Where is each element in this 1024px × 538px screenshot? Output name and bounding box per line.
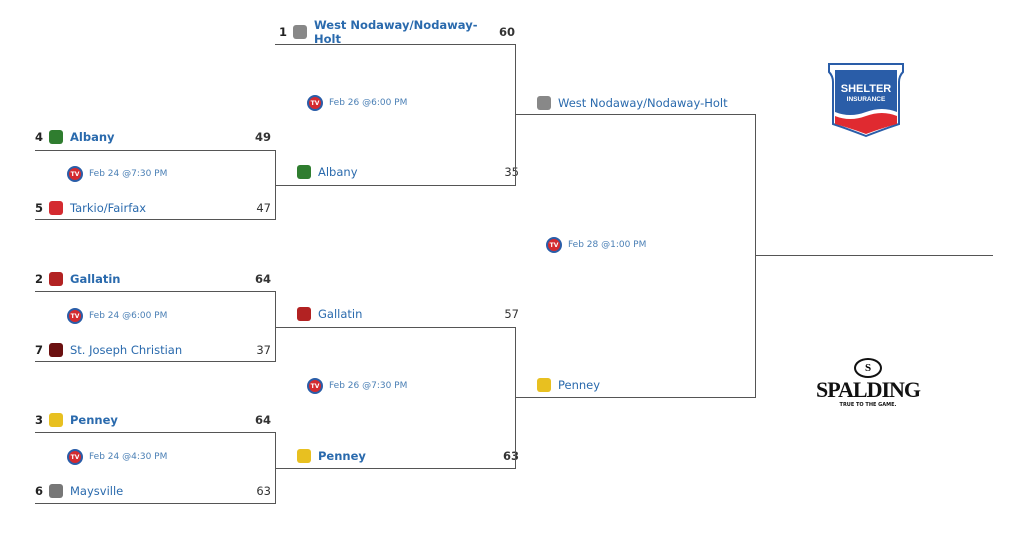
bracket-line [35,432,275,433]
team-row[interactable]: 6 Maysville 63 [35,482,271,500]
bracket-line [275,291,276,362]
seed: 1 [279,25,288,39]
team-row[interactable]: Gallatin 57 [283,305,519,323]
bracket-line [275,468,515,469]
score: 47 [256,201,271,215]
bracket-line [515,114,755,115]
team-logo-icon [293,25,307,39]
bracket-line [35,291,275,292]
team-logo-icon [297,449,311,463]
shelter-insurance-logo: SHELTER INSURANCE [827,62,905,138]
team-logo-icon [49,130,63,144]
bracket-line [515,44,516,186]
team-logo-icon [49,413,63,427]
bracket-line [275,185,515,186]
team-name-link[interactable]: West Nodaway/Nodaway-Holt [314,18,478,46]
team-row[interactable]: Albany 35 [283,163,519,181]
team-name-link[interactable]: Penney [70,413,118,427]
team-row[interactable]: 1 West Nodaway/Nodaway-Holt 60 [279,18,515,46]
game-date[interactable]: TV Feb 24 @6:00 PM [67,308,167,324]
game-date-text: Feb 24 @7:30 PM [89,169,168,179]
game-date-text: Feb 24 @4:30 PM [89,452,168,462]
game-date[interactable]: TV Feb 26 @6:00 PM [307,95,407,111]
team-logo-icon [49,201,63,215]
seed: 4 [35,130,44,144]
team-name-link[interactable]: Penney [558,378,601,392]
bracket-line [35,361,275,362]
team-name-link[interactable]: Albany [70,130,115,144]
game-date-text: Feb 28 @1:00 PM [568,240,647,250]
bracket-line [755,255,993,256]
game-date-text: Feb 26 @6:00 PM [329,98,408,108]
team-row[interactable]: 5 Tarkio/Fairfax 47 [35,199,271,217]
score: 64 [254,413,271,427]
team-row[interactable]: 4 Albany 49 [35,128,271,146]
team-name-link[interactable]: Gallatin [318,307,363,321]
bracket-line [35,219,275,220]
score: 49 [254,130,271,144]
tv-network-icon: TV [67,308,83,324]
team-name-link[interactable]: West Nodaway/Nodaway-Holt [558,96,728,110]
bracket-line [515,397,755,398]
team-row[interactable]: 3 Penney 64 [35,411,271,429]
team-row[interactable]: 2 Gallatin 64 [35,270,271,288]
team-name-link[interactable]: Penney [318,449,366,463]
team-logo-icon [537,378,551,392]
seed: 6 [35,484,44,498]
team-logo-icon [297,307,311,321]
team-logo-icon [49,484,63,498]
score: 37 [256,343,271,357]
svg-text:SHELTER: SHELTER [841,83,892,95]
score: 63 [502,449,519,463]
team-name-link[interactable]: Albany [318,165,358,179]
team-logo-icon [49,272,63,286]
seed: 2 [35,272,44,286]
game-date[interactable]: TV Feb 24 @4:30 PM [67,449,167,465]
team-logo-icon [49,343,63,357]
team-name-link[interactable]: Maysville [70,484,124,498]
tv-network-icon: TV [546,237,562,253]
tv-network-icon: TV [307,95,323,111]
spalding-logo: S SPALDING TRUE TO THE GAME. [808,358,928,408]
score: 60 [498,25,515,39]
tv-network-icon: TV [67,449,83,465]
tv-network-icon: TV [307,378,323,394]
team-row[interactable]: Penney 63 [283,447,519,465]
score: 64 [254,272,271,286]
game-date-text: Feb 24 @6:00 PM [89,311,168,321]
score: 57 [504,307,519,321]
game-date[interactable]: TV Feb 28 @1:00 PM [546,237,646,253]
game-date-text: Feb 26 @7:30 PM [329,381,408,391]
bracket-line [275,44,515,45]
game-date[interactable]: TV Feb 24 @7:30 PM [67,166,167,182]
team-row[interactable]: Penney [523,376,759,394]
bracket-line [275,327,515,328]
team-row[interactable]: West Nodaway/Nodaway-Holt [523,94,759,112]
seed: 5 [35,201,44,215]
score: 35 [504,165,519,179]
bracket-line [35,503,275,504]
game-date[interactable]: TV Feb 26 @7:30 PM [307,378,407,394]
bracket-line [35,150,275,151]
score: 63 [256,484,271,498]
team-row[interactable]: 7 St. Joseph Christian 37 [35,341,271,359]
seed: 7 [35,343,44,357]
team-logo-icon [297,165,311,179]
bracket-line [755,114,756,398]
tv-network-icon: TV [67,166,83,182]
seed: 3 [35,413,44,427]
bracket-line [515,327,516,469]
team-name-link[interactable]: Tarkio/Fairfax [70,201,147,215]
svg-text:INSURANCE: INSURANCE [847,96,886,103]
team-name-link[interactable]: Gallatin [70,272,121,286]
team-name-link[interactable]: St. Joseph Christian [70,343,183,357]
team-logo-icon [537,96,551,110]
